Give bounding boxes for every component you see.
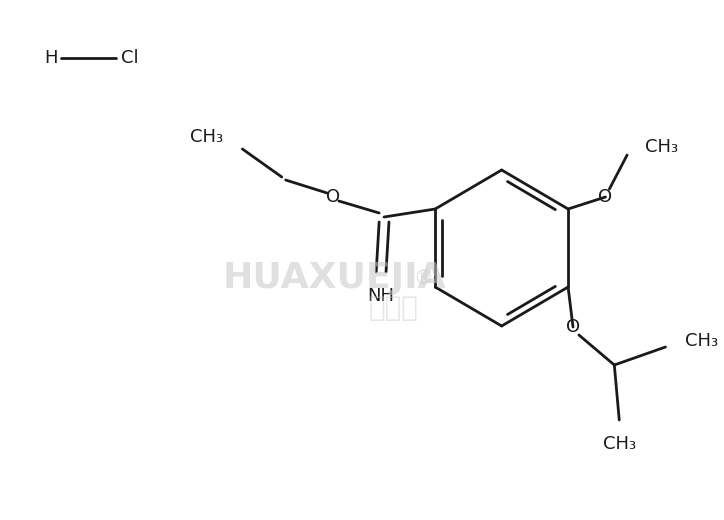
Text: NH: NH [368,287,395,305]
Text: O: O [599,188,613,206]
Text: H: H [44,49,58,67]
Text: O: O [566,318,580,336]
Text: CH₃: CH₃ [645,138,678,156]
Text: O: O [326,188,340,206]
Text: Cl: Cl [121,49,139,67]
Text: CH₃: CH₃ [190,128,223,146]
Text: HUAXUEJIA: HUAXUEJIA [222,261,446,295]
Text: CH₃: CH₃ [602,435,636,453]
Text: ®: ® [413,268,433,288]
Text: 化学加: 化学加 [369,294,418,322]
Text: CH₃: CH₃ [685,332,718,350]
